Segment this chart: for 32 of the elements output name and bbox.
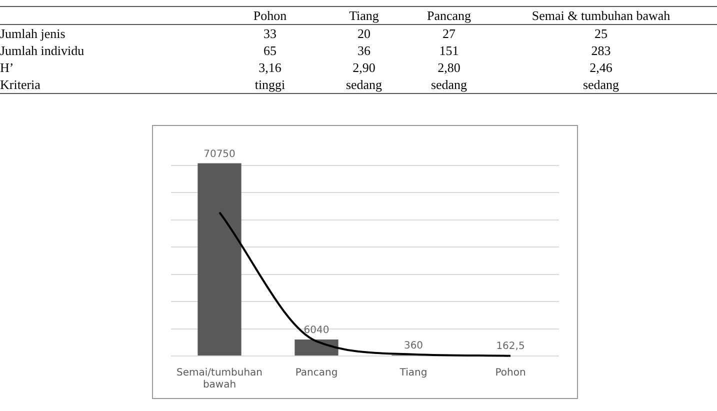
category-label: Jumlah jenis bbox=[0, 26, 66, 41]
text: 33 bbox=[264, 26, 276, 41]
category-label: Kriteria bbox=[0, 77, 40, 92]
text: sedang bbox=[430, 77, 468, 92]
category-label: Tiang bbox=[315, 6, 413, 24]
text: 25 bbox=[594, 26, 608, 41]
x-tick-label: Semai/tumbuhan bawah bbox=[176, 368, 263, 391]
text: sedang bbox=[346, 77, 382, 92]
text: 27 bbox=[442, 26, 456, 41]
text: 151 bbox=[439, 43, 459, 58]
category-label: H’ bbox=[0, 60, 14, 75]
data-label: 360 bbox=[404, 340, 424, 352]
data-label: 6040 bbox=[304, 325, 330, 336]
category-label: Pohon bbox=[225, 6, 315, 24]
text: 36 bbox=[358, 43, 370, 58]
text: 2,90 bbox=[352, 60, 376, 75]
data-label: 70750 bbox=[204, 148, 236, 160]
category-label: Pancang bbox=[413, 6, 485, 24]
text: 2,46 bbox=[590, 60, 612, 75]
text: sedang bbox=[582, 77, 620, 92]
text: 283 bbox=[591, 43, 611, 58]
text: tinggi bbox=[254, 77, 286, 92]
text: 3,16 bbox=[258, 60, 282, 75]
category-label: Jumlah individu bbox=[0, 43, 84, 58]
text: 20 bbox=[358, 26, 370, 41]
x-tick-label: Pohon bbox=[495, 368, 526, 379]
data-label: 162,5 bbox=[496, 341, 525, 352]
category-label: Semai & tumbuhan bawah bbox=[485, 6, 717, 24]
x-tick-label: Pancang bbox=[295, 368, 338, 379]
text: 2,80 bbox=[438, 60, 460, 75]
text: 65 bbox=[264, 43, 276, 58]
x-tick-label: Tiang bbox=[398, 368, 428, 379]
